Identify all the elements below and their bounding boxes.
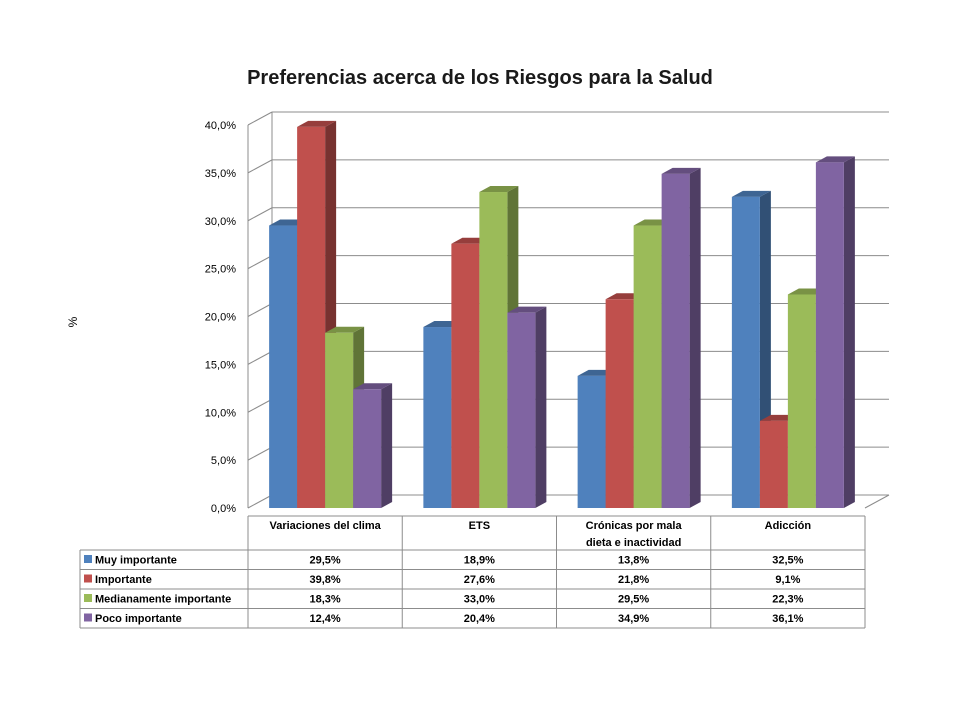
bar bbox=[507, 306, 547, 508]
bar-front bbox=[605, 299, 634, 508]
bar-front bbox=[479, 192, 508, 508]
y-axis-label: % bbox=[66, 316, 80, 327]
bar bbox=[661, 167, 701, 508]
y-tick-label: 10,0% bbox=[205, 407, 236, 419]
bars bbox=[269, 120, 855, 509]
bar-side bbox=[689, 167, 701, 508]
bar-front bbox=[577, 375, 606, 508]
y-tick-label: 5,0% bbox=[211, 455, 236, 467]
grid-line-side bbox=[247, 350, 273, 365]
y-tick-label: 0,0% bbox=[211, 503, 236, 515]
bar-front bbox=[269, 225, 298, 508]
category-label: ETS bbox=[469, 520, 490, 532]
legend-label: Importante bbox=[95, 574, 152, 586]
data-label: 29,5% bbox=[618, 594, 649, 606]
bar-top bbox=[661, 167, 701, 174]
bar-front bbox=[731, 196, 760, 508]
bar-front bbox=[661, 173, 690, 508]
data-label: 18,9% bbox=[464, 555, 495, 567]
bar-front bbox=[353, 389, 382, 508]
data-label: 12,4% bbox=[310, 613, 341, 625]
legend-label: Muy importante bbox=[95, 555, 177, 567]
bar-top bbox=[479, 186, 519, 193]
data-label: 34,9% bbox=[618, 613, 649, 625]
data-table: Variaciones del clima ETS Crónicas por mal… bbox=[79, 515, 866, 629]
y-tick-label: 30,0% bbox=[205, 216, 236, 228]
legend-swatch bbox=[84, 613, 92, 622]
bar-front bbox=[325, 332, 354, 508]
bar bbox=[353, 383, 393, 508]
data-label: 32,5% bbox=[772, 555, 803, 567]
data-label: 13,8% bbox=[618, 555, 649, 567]
data-label: 22,3% bbox=[772, 594, 803, 606]
legend-label: Poco importante bbox=[95, 613, 182, 625]
data-label: 20,4% bbox=[464, 613, 495, 625]
bar-top bbox=[815, 156, 855, 163]
data-label: 29,5% bbox=[310, 555, 341, 567]
grid-line-side bbox=[247, 303, 273, 317]
data-label: 21,8% bbox=[618, 574, 649, 586]
bar-top bbox=[507, 306, 547, 313]
bar-front bbox=[787, 294, 816, 508]
grid-line-side bbox=[247, 494, 273, 509]
legend-swatch bbox=[84, 594, 92, 602]
bar-front bbox=[507, 312, 536, 508]
y-tick-label: 35,0% bbox=[205, 168, 236, 180]
legend-swatch bbox=[84, 555, 92, 563]
bar-side bbox=[843, 156, 855, 508]
bar-top bbox=[353, 383, 393, 390]
data-label: 18,3% bbox=[310, 594, 341, 606]
legend-label: Medianamente importante bbox=[95, 594, 231, 606]
bar-front bbox=[297, 126, 326, 508]
y-tick-label: 40,0% bbox=[205, 120, 236, 132]
category-label: Adicción bbox=[765, 520, 812, 532]
grid-line-side bbox=[247, 159, 273, 174]
bar-front bbox=[759, 420, 788, 508]
grid-line-side bbox=[247, 446, 273, 461]
bar-side bbox=[535, 306, 547, 508]
category-label: Variaciones del clima bbox=[269, 520, 381, 532]
y-ticks: 0,0% 5,0% 10,0% 15,0% 20,0% 25,0% 30,0% 35,0% 40… bbox=[205, 120, 236, 515]
data-label: 39,8% bbox=[310, 574, 341, 586]
grid-line-side bbox=[247, 255, 273, 270]
y-tick-label: 15,0% bbox=[205, 359, 236, 371]
bar-front bbox=[451, 243, 480, 509]
bar-front bbox=[423, 327, 452, 508]
chart-title: Preferencias acerca de los Riesgos para … bbox=[247, 67, 713, 89]
grid-line-side bbox=[247, 207, 273, 222]
legend-swatch bbox=[84, 574, 92, 583]
data-label: 27,6% bbox=[464, 574, 495, 586]
y-tick-label: 25,0% bbox=[205, 264, 236, 276]
bar-front bbox=[815, 162, 844, 508]
bar-side bbox=[381, 383, 393, 508]
bar-top bbox=[325, 326, 365, 333]
data-label: 9,1% bbox=[775, 574, 800, 586]
grid-line-side bbox=[247, 111, 273, 126]
floor-edge bbox=[864, 494, 890, 509]
category-label: dieta e inactividad bbox=[586, 537, 681, 549]
y-tick-label: 20,0% bbox=[205, 312, 236, 324]
grid-line-side bbox=[247, 398, 273, 413]
bar-front bbox=[633, 225, 662, 508]
bar-top bbox=[297, 120, 337, 127]
bar-top bbox=[731, 190, 771, 197]
category-label: Crónicas por mala bbox=[586, 520, 683, 532]
data-label: 33,0% bbox=[464, 594, 495, 606]
data-label: 36,1% bbox=[772, 613, 803, 625]
bar bbox=[815, 156, 855, 508]
